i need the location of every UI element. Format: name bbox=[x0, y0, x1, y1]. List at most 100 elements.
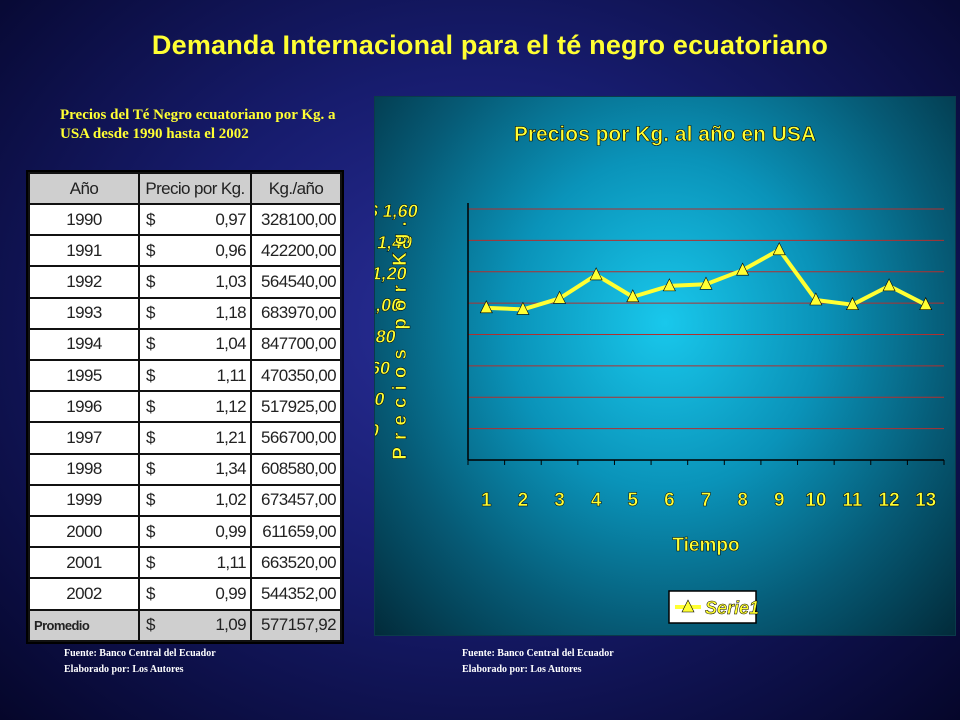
price-cell: $1,34 bbox=[138, 452, 252, 486]
price-cell: $1,21 bbox=[138, 421, 252, 455]
currency-symbol: $ bbox=[146, 365, 155, 385]
price-cell: $1,18 bbox=[138, 296, 252, 330]
x-axis-title: Tiempo bbox=[672, 535, 739, 556]
price-value: 1,09 bbox=[215, 615, 246, 635]
data-point-marker bbox=[809, 292, 823, 306]
x-tick-label: 2 bbox=[518, 490, 529, 511]
currency-symbol: $ bbox=[146, 272, 155, 291]
table-body: 1990 $0,97 328100,00 1991 $0,96 422200,00 1992… bbox=[28, 202, 342, 643]
y-tick-label: $ 1,20 bbox=[375, 264, 409, 284]
source-note-left: Fuente: Banco Central del Ecuador Elabor… bbox=[64, 646, 216, 678]
price-cell: $0,99 bbox=[138, 515, 252, 549]
table-row: 1997 $1,21 566700,00 bbox=[28, 421, 342, 455]
data-point-marker bbox=[479, 300, 493, 314]
kg-cell: 663520,00 bbox=[250, 546, 342, 580]
price-value: 1,21 bbox=[215, 428, 246, 448]
kg-cell: 577157,92 bbox=[250, 608, 342, 643]
kg-cell: 470350,00 bbox=[250, 359, 342, 393]
table-row: 1999 $1,02 673457,00 bbox=[28, 483, 342, 518]
price-value: 1,11 bbox=[216, 365, 247, 385]
kg-cell: 608580,00 bbox=[250, 452, 342, 486]
y-tick-label: $ 1,40 bbox=[375, 232, 414, 252]
table-row: 1998 $1,34 608580,00 bbox=[28, 452, 342, 486]
chart-title: Precios por Kg. al año en USA bbox=[514, 123, 816, 146]
source-note-right: Fuente: Banco Central del Ecuador Elabor… bbox=[462, 646, 614, 678]
data-point-marker bbox=[553, 290, 567, 304]
year-cell: 1992 bbox=[28, 265, 140, 299]
data-point-marker bbox=[919, 297, 933, 310]
currency-symbol: $ bbox=[146, 459, 155, 479]
kg-cell: 564540,00 bbox=[250, 265, 342, 299]
x-tick-label: 4 bbox=[591, 490, 602, 511]
x-tick-label: 6 bbox=[664, 490, 675, 511]
price-cell: $1,09 bbox=[138, 608, 252, 643]
price-value: 1,34 bbox=[215, 459, 246, 479]
currency-symbol: $ bbox=[146, 428, 155, 448]
currency-symbol: $ bbox=[146, 240, 155, 260]
currency-symbol: $ bbox=[146, 584, 155, 604]
legend-marker-swatch bbox=[681, 599, 695, 613]
x-tick-label: 3 bbox=[554, 490, 565, 511]
price-table-container: Año Precio por Kg. Kg./año 1990 $0,97 3281… bbox=[26, 170, 344, 644]
data-point-marker bbox=[845, 297, 859, 310]
table-row: 1996 $1,12 517925,00 bbox=[28, 390, 342, 424]
slide-title: Demanda Internacional para el té negro e… bbox=[151, 30, 829, 60]
price-value: 1,02 bbox=[215, 490, 246, 510]
price-line-chart: Precios por Kg. al año en USA$ -$ 0,20$ … bbox=[375, 123, 945, 624]
x-tick-label: 10 bbox=[805, 490, 826, 511]
y-tick-label: $ 1,60 bbox=[375, 201, 420, 221]
price-cell: $1,03 bbox=[138, 265, 252, 299]
price-value: 1,18 bbox=[215, 303, 246, 323]
currency-symbol: $ bbox=[146, 521, 155, 541]
currency-symbol: $ bbox=[146, 490, 155, 510]
price-value: 0,97 bbox=[215, 209, 246, 229]
price-cell: $0,96 bbox=[138, 234, 252, 268]
kg-cell: 683970,00 bbox=[250, 296, 342, 330]
price-cell: $0,97 bbox=[138, 202, 252, 237]
price-cell: $1,11 bbox=[138, 546, 252, 580]
data-point-marker bbox=[772, 242, 786, 256]
currency-symbol: $ bbox=[146, 396, 155, 416]
data-point-marker bbox=[589, 267, 603, 281]
data-point-marker bbox=[736, 262, 750, 276]
x-tick-label: 11 bbox=[842, 490, 863, 511]
price-value: 1,12 bbox=[215, 396, 246, 416]
header-kg: Kg./año bbox=[250, 172, 342, 205]
data-point-marker bbox=[882, 278, 896, 292]
price-value: 0,99 bbox=[215, 584, 246, 604]
table-average-row: Promedio $1,09 577157,92 bbox=[28, 608, 342, 643]
y-tick-label: $ 0,60 bbox=[375, 358, 392, 378]
table-row: 1995 $1,11 470350,00 bbox=[28, 359, 342, 393]
kg-cell: 517925,00 bbox=[250, 390, 342, 424]
y-tick-label: $ 0,40 bbox=[375, 389, 386, 409]
table-row: 2000 $0,99 611659,00 bbox=[28, 515, 342, 549]
price-value: 0,96 bbox=[215, 240, 246, 260]
table-row: 1993 $1,18 683970,00 bbox=[28, 296, 342, 330]
header-price: Precio por Kg. bbox=[138, 172, 252, 205]
year-cell: 1994 bbox=[28, 327, 140, 362]
y-tick-label: $ 0,20 bbox=[375, 421, 381, 441]
year-cell: 2001 bbox=[28, 546, 140, 580]
price-value: 1,03 bbox=[215, 272, 246, 291]
kg-cell: 422200,00 bbox=[250, 234, 342, 268]
price-cell: $1,04 bbox=[138, 327, 252, 362]
year-cell: 2000 bbox=[28, 515, 140, 549]
table-row: 1992 $1,03 564540,00 bbox=[28, 265, 342, 299]
x-tick-label: 1 bbox=[481, 490, 492, 511]
table-caption: Precios del Té Negro ecuatoriano por Kg.… bbox=[60, 107, 336, 142]
currency-symbol: $ bbox=[146, 615, 155, 635]
kg-cell: 611659,00 bbox=[250, 515, 342, 549]
year-cell: 1990 bbox=[28, 202, 140, 237]
kg-cell: 544352,00 bbox=[250, 577, 342, 611]
average-label: Promedio bbox=[28, 608, 140, 643]
price-value: 1,04 bbox=[215, 334, 246, 354]
x-tick-label: 13 bbox=[915, 490, 936, 511]
year-cell: 1995 bbox=[28, 359, 140, 393]
table-row: 1994 $1,04 847700,00 bbox=[28, 327, 342, 362]
table-row: 1990 $0,97 328100,00 bbox=[28, 202, 342, 237]
year-cell: 1998 bbox=[28, 452, 140, 486]
table-row: 1991 $0,96 422200,00 bbox=[28, 234, 342, 268]
data-point-marker bbox=[626, 289, 640, 303]
author-line: Elaborado por: Los Autores bbox=[462, 664, 582, 675]
y-tick-label: $ 0,80 bbox=[375, 327, 398, 347]
